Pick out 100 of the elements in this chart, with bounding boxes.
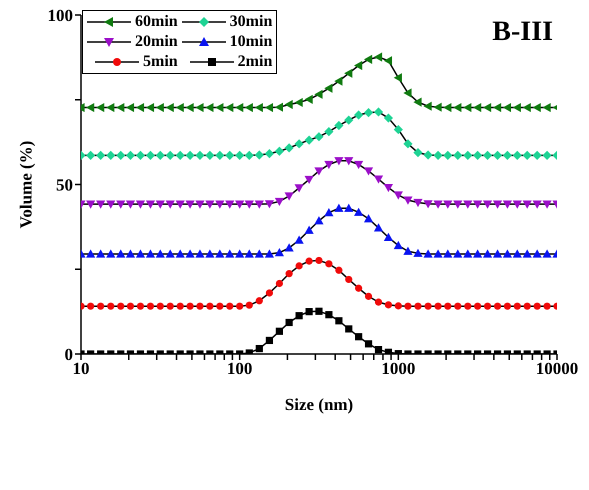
point: [225, 249, 234, 258]
point: [542, 150, 552, 160]
point: [156, 200, 165, 209]
point: [453, 249, 462, 258]
point: [314, 167, 324, 176]
point: [176, 200, 185, 209]
y-tick-label: 100: [48, 6, 73, 26]
point: [254, 150, 264, 160]
point: [106, 249, 116, 258]
legend-label: 20min: [135, 33, 178, 51]
point: [96, 200, 106, 209]
point: [264, 149, 274, 158]
x-tick-label: 10000: [536, 359, 578, 378]
y-tick-label: 0: [64, 345, 73, 364]
point: [324, 160, 334, 170]
point: [315, 308, 323, 315]
point: [266, 289, 274, 297]
point: [463, 102, 472, 112]
point: [235, 200, 244, 209]
point: [374, 346, 382, 354]
point: [206, 302, 214, 310]
point: [286, 318, 293, 326]
point: [225, 200, 234, 209]
point: [484, 302, 492, 310]
point: [423, 200, 433, 208]
point: [414, 302, 422, 310]
point: [324, 208, 334, 216]
point: [185, 200, 195, 209]
point: [413, 248, 423, 257]
point: [512, 150, 522, 160]
point: [345, 325, 352, 333]
point: [216, 302, 224, 310]
x-tick-label: 1000: [381, 359, 416, 378]
point: [502, 249, 512, 258]
point: [522, 249, 532, 258]
point: [474, 302, 482, 310]
point: [473, 249, 482, 258]
point: [264, 102, 274, 112]
point: [176, 302, 184, 310]
point: [284, 192, 294, 201]
legend-label: 10min: [230, 33, 272, 51]
point: [176, 249, 185, 258]
y-tick-label: 50: [56, 176, 73, 195]
point: [344, 157, 354, 166]
point: [364, 340, 372, 348]
point: [107, 302, 114, 310]
point: [235, 150, 244, 160]
point: [502, 150, 512, 160]
point: [413, 98, 422, 107]
point: [364, 54, 372, 64]
point: [524, 302, 531, 310]
point: [304, 94, 313, 104]
point: [384, 113, 394, 123]
point: [325, 311, 332, 318]
point: [394, 73, 402, 82]
point: [284, 100, 293, 110]
legend-label: 60min: [135, 13, 178, 31]
point: [205, 249, 214, 258]
point: [482, 249, 492, 258]
point: [96, 102, 104, 112]
point: [126, 249, 136, 258]
point: [304, 176, 314, 184]
point: [443, 102, 452, 112]
point: [196, 302, 204, 310]
point: [166, 249, 175, 258]
point: [195, 200, 205, 209]
point: [315, 256, 323, 264]
point: [116, 200, 126, 209]
point: [384, 232, 394, 241]
point: [433, 200, 443, 209]
point: [504, 302, 512, 310]
point: [87, 302, 94, 310]
point: [512, 249, 522, 258]
point: [433, 102, 442, 112]
point: [215, 200, 224, 209]
point: [453, 200, 462, 209]
point: [453, 150, 462, 160]
point: [522, 150, 532, 160]
point: [334, 120, 344, 130]
point: [225, 150, 234, 160]
point: [453, 102, 462, 112]
point: [542, 249, 552, 258]
point: [117, 302, 124, 310]
point: [374, 52, 382, 62]
point: [126, 102, 134, 112]
point: [335, 266, 342, 274]
point: [492, 200, 502, 209]
point: [364, 167, 374, 176]
point: [226, 302, 234, 310]
point: [394, 124, 403, 134]
point: [374, 107, 384, 117]
point: [443, 249, 452, 258]
point: [264, 249, 274, 258]
chart-title: B-III: [492, 16, 553, 48]
point: [244, 249, 254, 258]
point: [136, 150, 146, 160]
point: [97, 302, 104, 310]
point: [156, 102, 164, 112]
point: [403, 246, 413, 255]
point: [274, 146, 284, 156]
